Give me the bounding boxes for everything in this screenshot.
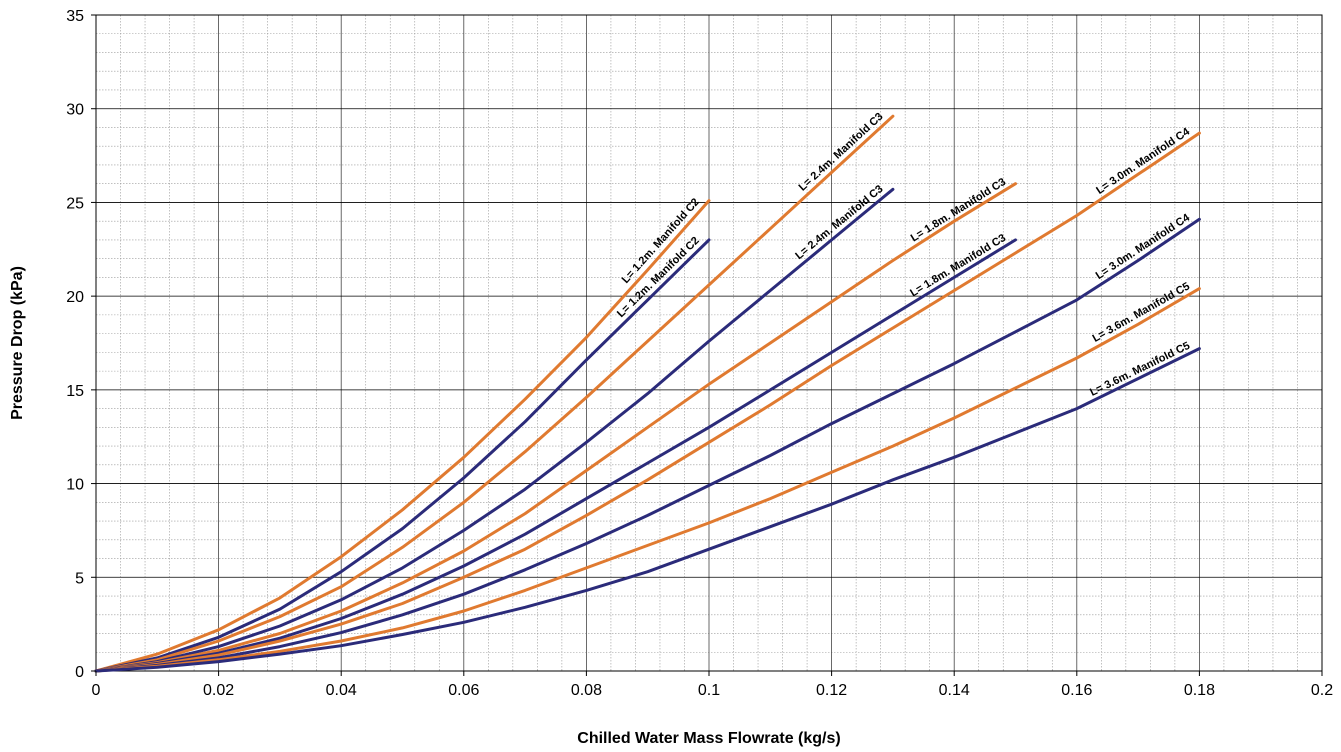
curve-label: L= 3.0m. Manifold C4 bbox=[1094, 211, 1193, 282]
series-line bbox=[94, 131, 1201, 673]
series-line bbox=[94, 199, 711, 673]
y-tick-label: 10 bbox=[66, 477, 84, 494]
y-tick-label: 25 bbox=[66, 195, 84, 212]
series-line bbox=[94, 347, 1201, 673]
series-line bbox=[94, 182, 1017, 673]
series-line bbox=[94, 238, 711, 673]
curve-label: L= 1.8m. Manifold C3 bbox=[909, 176, 1008, 244]
x-tick-label: 0.06 bbox=[448, 682, 479, 699]
x-tick-label: 0.12 bbox=[816, 682, 847, 699]
curve-label: L= 2.4m. Manifold C3 bbox=[797, 111, 886, 194]
series-line bbox=[94, 187, 895, 673]
series-line bbox=[94, 238, 1017, 673]
series-line bbox=[94, 114, 895, 673]
x-tick-label: 0.02 bbox=[203, 682, 234, 699]
y-axis-ticks: 0 5 10 15 20 25 30 35 bbox=[66, 8, 96, 681]
y-tick-label: 15 bbox=[66, 383, 84, 400]
series-line bbox=[94, 217, 1201, 673]
x-tick-label: 0.18 bbox=[1184, 682, 1215, 699]
series-lines bbox=[94, 114, 1201, 673]
x-tick-label: 0.16 bbox=[1061, 682, 1092, 699]
y-tick-label: 5 bbox=[75, 570, 84, 587]
y-tick-label: 30 bbox=[66, 102, 84, 119]
x-axis-ticks: 0 0.02 0.04 0.06 0.08 0.1 0.12 0.14 0.16 0.18 0.2 bbox=[92, 671, 1333, 699]
x-tick-label: 0.1 bbox=[698, 682, 720, 699]
x-tick-label: 0 bbox=[92, 682, 101, 699]
series-line bbox=[94, 287, 1201, 673]
x-tick-label: 0.2 bbox=[1311, 682, 1333, 699]
x-tick-label: 0.04 bbox=[326, 682, 357, 699]
x-tick-label: 0.08 bbox=[571, 682, 602, 699]
y-tick-label: 20 bbox=[66, 289, 84, 306]
x-tick-label: 0.14 bbox=[939, 682, 970, 699]
y-axis-title: Pressure Drop (kPa) bbox=[9, 266, 26, 420]
y-tick-label: 35 bbox=[66, 8, 84, 25]
x-axis-title: Chilled Water Mass Flowrate (kg/s) bbox=[577, 730, 840, 747]
y-tick-label: 0 bbox=[75, 664, 84, 681]
curve-label: L= 3.6m. Manifold C5 bbox=[1091, 280, 1192, 344]
curve-label: L= 3.0m. Manifold C4 bbox=[1094, 125, 1192, 197]
